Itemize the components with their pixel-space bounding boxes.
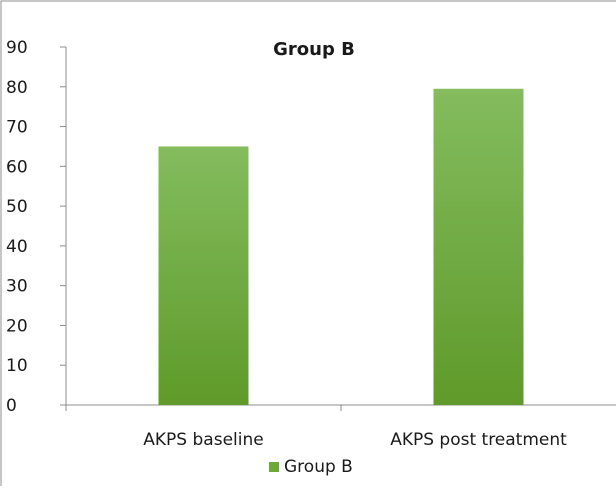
bar-akps-post-treatment [433, 88, 524, 406]
y-tick-label: 0 [6, 396, 17, 416]
legend: Group B [269, 457, 353, 477]
x-category-label: AKPS baseline [143, 430, 263, 450]
y-axis-ticks: 0 10 20 30 40 50 60 70 80 90 [6, 38, 66, 416]
y-tick-label: 30 [6, 277, 28, 297]
y-tick-label: 80 [6, 78, 28, 98]
y-tick-label: 60 [6, 157, 28, 177]
legend-swatch [269, 462, 279, 472]
bar-akps-baseline [158, 146, 249, 405]
y-tick-label: 20 [6, 316, 28, 336]
bar-series [158, 88, 524, 406]
x-axis-ticks [65, 405, 342, 411]
y-tick-label: 70 [6, 118, 28, 138]
chart-title: Group B [273, 39, 355, 60]
y-tick-label: 40 [6, 237, 28, 257]
x-category-label: AKPS post treatment [390, 430, 567, 450]
y-tick-label: 90 [6, 38, 28, 58]
x-axis-labels: AKPS baseline AKPS post treatment [143, 430, 567, 450]
y-tick-label: 10 [6, 356, 28, 376]
legend-label-group-b: Group B [284, 457, 353, 477]
y-tick-label: 50 [6, 197, 28, 217]
